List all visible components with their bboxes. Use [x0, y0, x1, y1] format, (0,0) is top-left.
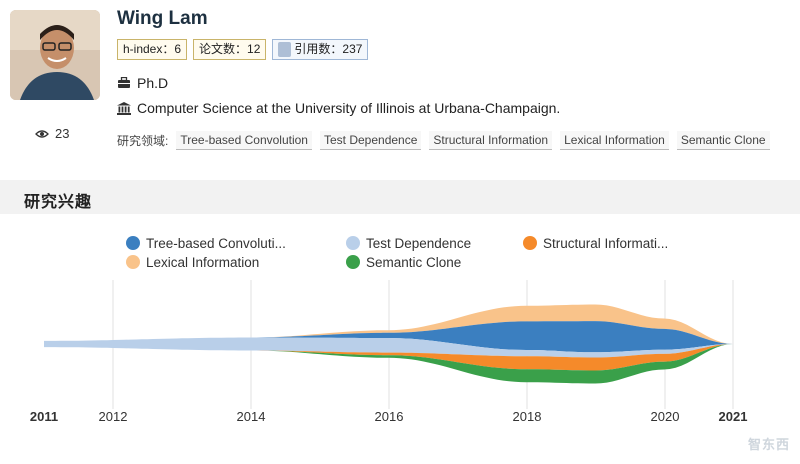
x-tick-label: 2018	[513, 409, 542, 424]
watermark: 智东西	[747, 437, 790, 452]
avatar	[10, 10, 100, 100]
affiliation-text: Computer Science at the University of Il…	[137, 100, 561, 116]
legend: Tree-based Convoluti... Test Dependence St…	[126, 236, 668, 270]
field-tag[interactable]: Lexical Information	[560, 131, 669, 150]
avatar-photo	[10, 10, 100, 100]
stream-series-2[interactable]	[44, 344, 733, 371]
streamgraph: Tree-based Convoluti... Test Dependence St…	[30, 236, 748, 424]
stream-series-4[interactable]	[44, 344, 733, 384]
research-interests-chart: Tree-based Convoluti... Test Dependence St…	[0, 214, 800, 459]
x-tick-label: 2012	[99, 409, 128, 424]
stream-series-3[interactable]	[44, 304, 733, 345]
field-tag[interactable]: Semantic Clone	[676, 131, 770, 150]
stream-series-1[interactable]	[44, 337, 733, 358]
x-tick-label: 2020	[651, 409, 680, 424]
metrics-badges: h-index：6 论文数：12 引用数：237	[117, 39, 369, 60]
views-count: 23	[55, 126, 70, 141]
x-tick-label: 2021	[719, 409, 748, 424]
briefcase-icon	[118, 77, 130, 88]
legend-swatch[interactable]	[346, 236, 360, 250]
institution-icon	[117, 101, 131, 115]
legend-swatch[interactable]	[126, 236, 140, 250]
legend-swatch[interactable]	[126, 255, 140, 269]
legend-label[interactable]: Test Dependence	[366, 236, 471, 251]
citations-badge: 引用数：237	[272, 39, 369, 60]
research-interests-header: 研究兴趣	[0, 180, 800, 214]
x-tick-label: 2016	[375, 409, 404, 424]
x-tick-label: 2011	[30, 409, 58, 424]
affiliation-row: Computer Science at the University of Il…	[117, 100, 560, 116]
research-fields: 研究领域: Tree-based Convolution Test Depend…	[117, 131, 770, 150]
field-tag[interactable]: Structural Information	[429, 131, 553, 150]
x-axis: 2011 2012 2014 2016 2018 2020 2021	[30, 409, 748, 424]
legend-label[interactable]: Semantic Clone	[366, 255, 461, 270]
h-index-badge: h-index：6	[117, 39, 188, 60]
legend-label[interactable]: Tree-based Convoluti...	[146, 236, 286, 251]
eye-icon	[35, 129, 49, 138]
degree-text: Ph.D	[137, 75, 169, 91]
legend-label[interactable]: Structural Informati...	[543, 236, 668, 251]
fields-label: 研究领域:	[117, 134, 169, 148]
field-tag[interactable]: Tree-based Convolution	[176, 131, 312, 150]
papers-badge: 论文数：12	[193, 39, 267, 60]
legend-swatch[interactable]	[346, 255, 360, 269]
field-tag[interactable]: Test Dependence	[319, 131, 422, 150]
legend-swatch[interactable]	[523, 236, 537, 250]
section-title: 研究兴趣	[24, 194, 93, 211]
profile-name: Wing Lam	[117, 8, 208, 29]
stream-areas	[44, 304, 733, 384]
legend-label[interactable]: Lexical Information	[146, 255, 259, 270]
citation-icon	[278, 42, 292, 57]
stream-series-0[interactable]	[44, 321, 733, 353]
views-counter: 23	[35, 126, 69, 141]
x-tick-label: 2014	[237, 409, 266, 424]
degree-row: Ph.D	[117, 75, 168, 91]
